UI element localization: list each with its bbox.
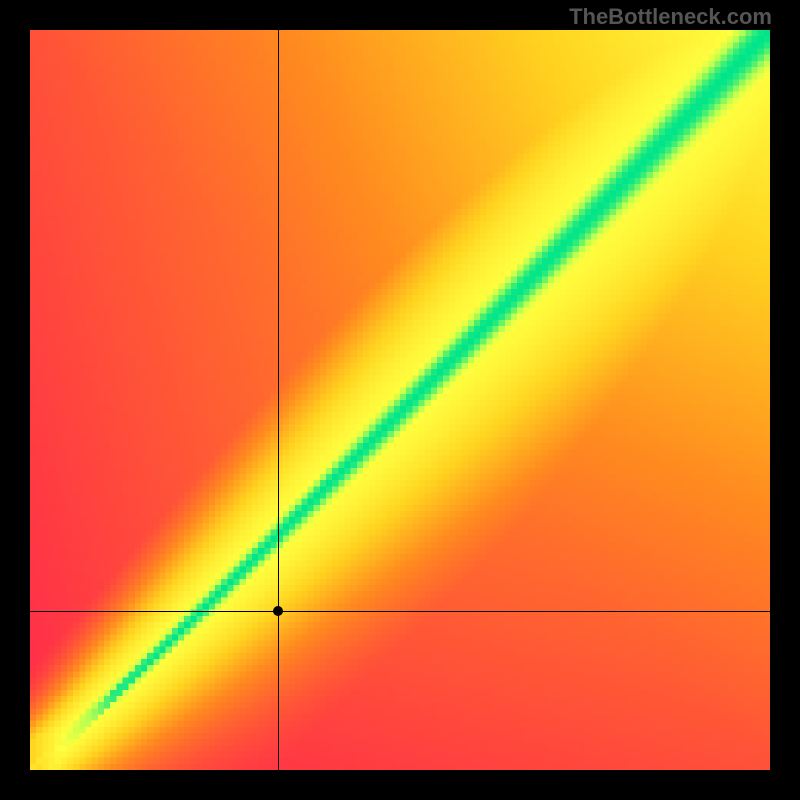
bottleneck-heatmap bbox=[30, 30, 770, 770]
selected-point-marker bbox=[273, 606, 283, 616]
chart-container: TheBottleneck.com bbox=[0, 0, 800, 800]
crosshair-horizontal bbox=[30, 611, 770, 612]
crosshair-vertical bbox=[278, 30, 279, 770]
watermark-text: TheBottleneck.com bbox=[569, 4, 772, 30]
